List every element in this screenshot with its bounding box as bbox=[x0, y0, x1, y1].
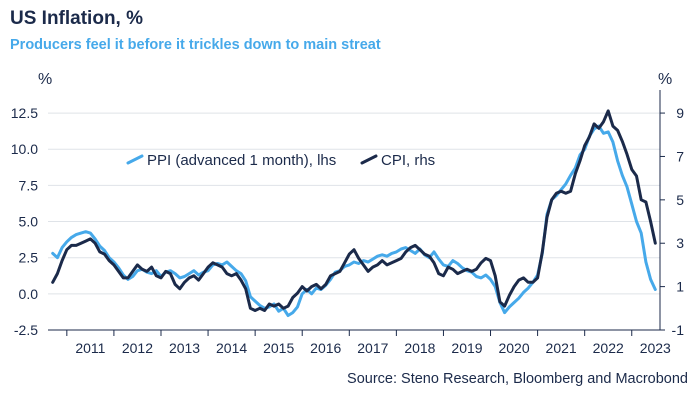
y-right-tick-label: 9 bbox=[676, 105, 684, 121]
x-tick-label: 2016 bbox=[310, 340, 341, 356]
y-right-tick-label: 5 bbox=[676, 192, 684, 208]
legend-label-cpi: CPI, rhs bbox=[381, 152, 435, 169]
x-tick-label: 2014 bbox=[216, 340, 247, 356]
axes: 12.5 10.0 7.5 5.0 2.5 0.0 -2.5 9 7 5 3 1 -1% % 2011 201… bbox=[11, 71, 684, 356]
x-tick-label: 2012 bbox=[122, 340, 153, 356]
x-tick-label: 2020 bbox=[498, 340, 529, 356]
legend-swatch-ppi bbox=[126, 154, 144, 165]
x-tick-label: 2015 bbox=[263, 340, 294, 356]
x-tick-label: 2023 bbox=[640, 340, 671, 356]
chart-title: US Inflation, % bbox=[10, 8, 143, 29]
y-left-tick-label: 2.5 bbox=[19, 250, 39, 266]
y-right-tick-label: 3 bbox=[676, 235, 684, 251]
chart-subtitle: Producers feel it before it trickles dow… bbox=[10, 37, 381, 53]
y-left-tick-label: 7.5 bbox=[19, 177, 39, 193]
legend: PPI (advanced 1 month), lhs CPI, rhs bbox=[126, 152, 435, 169]
y-left-unit: % bbox=[38, 71, 52, 88]
y-left-tick-label: 5.0 bbox=[19, 214, 39, 230]
x-tick-label: 2013 bbox=[169, 340, 200, 356]
x-tick-label: 2011 bbox=[75, 340, 105, 356]
legend-label-ppi: PPI (advanced 1 month), lhs bbox=[147, 152, 336, 169]
ppi-series-line bbox=[51, 124, 657, 317]
y-right-unit: % bbox=[658, 71, 672, 88]
x-tick-label: 2017 bbox=[357, 340, 388, 356]
cpi-series-line bbox=[51, 109, 657, 312]
y-left-tick-label: -2.5 bbox=[14, 322, 38, 338]
series-lines bbox=[51, 109, 657, 317]
x-tick-label: 2019 bbox=[451, 340, 482, 356]
legend-swatch-cpi bbox=[360, 154, 378, 165]
y-right-tick-label: 7 bbox=[676, 148, 684, 164]
y-left-tick-label: 10.0 bbox=[11, 141, 38, 157]
y-left-tick-label: 12.5 bbox=[11, 105, 38, 121]
x-tick-label: 2018 bbox=[404, 340, 435, 356]
source-note: Source: Steno Research, Bloomberg and Ma… bbox=[347, 371, 688, 387]
y-right-tick-label: -1 bbox=[672, 322, 685, 338]
y-right-tick-label: 1 bbox=[676, 279, 684, 295]
y-left-tick-label: 0.0 bbox=[19, 286, 39, 302]
x-tick-label: 2021 bbox=[546, 340, 577, 356]
x-tick-label: 2022 bbox=[593, 340, 624, 356]
grid-lines bbox=[48, 112, 660, 331]
